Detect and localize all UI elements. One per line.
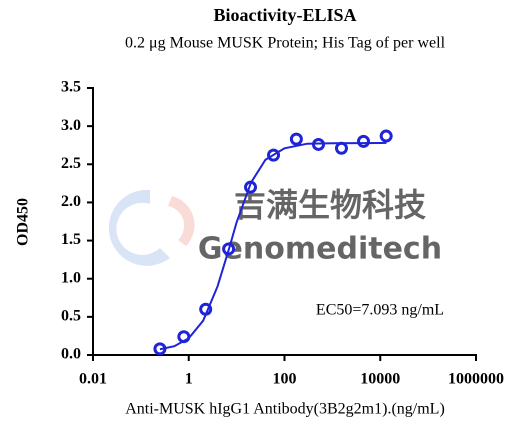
y-axis-label: OD450 (15, 198, 32, 246)
watermark-text: 吉满生物科技 (234, 186, 426, 224)
x-tick-label: 10000 (360, 371, 400, 388)
y-tick-label: 2.0 (61, 193, 81, 210)
watermark-text: Genomeditech (198, 232, 442, 267)
x-tick-label: 0.01 (79, 371, 107, 388)
y-tick-label: 1.0 (61, 269, 81, 286)
data-point (357, 134, 371, 148)
data-point (379, 129, 393, 143)
y-tick-label: 0.5 (61, 308, 81, 325)
watermark-logo (108, 189, 195, 266)
chart-subtitle: 0.2 μg Mouse MUSK Protein; His Tag of pe… (125, 35, 446, 52)
chart-title: Bioactivity-ELISA (213, 5, 356, 25)
x-axis-label: Anti-MUSK hIgG1 Antibody(3B2g2m1).(ng/mL… (125, 401, 445, 418)
x-tick-label: 1000000 (448, 371, 504, 388)
y-tick-label: 0.0 (61, 346, 81, 363)
x-tick-label: 100 (273, 371, 297, 388)
y-tick-label: 1.5 (61, 231, 81, 248)
x-tick-label: 1 (185, 371, 193, 388)
data-point (334, 141, 348, 155)
annotation: EC50=7.093 ng/mL (316, 302, 444, 319)
fit-curve (159, 141, 387, 351)
y-tick-label: 3.5 (61, 79, 81, 96)
y-tick-label: 2.5 (61, 155, 81, 172)
data-point (289, 132, 303, 146)
y-tick-label: 3.0 (61, 117, 81, 134)
